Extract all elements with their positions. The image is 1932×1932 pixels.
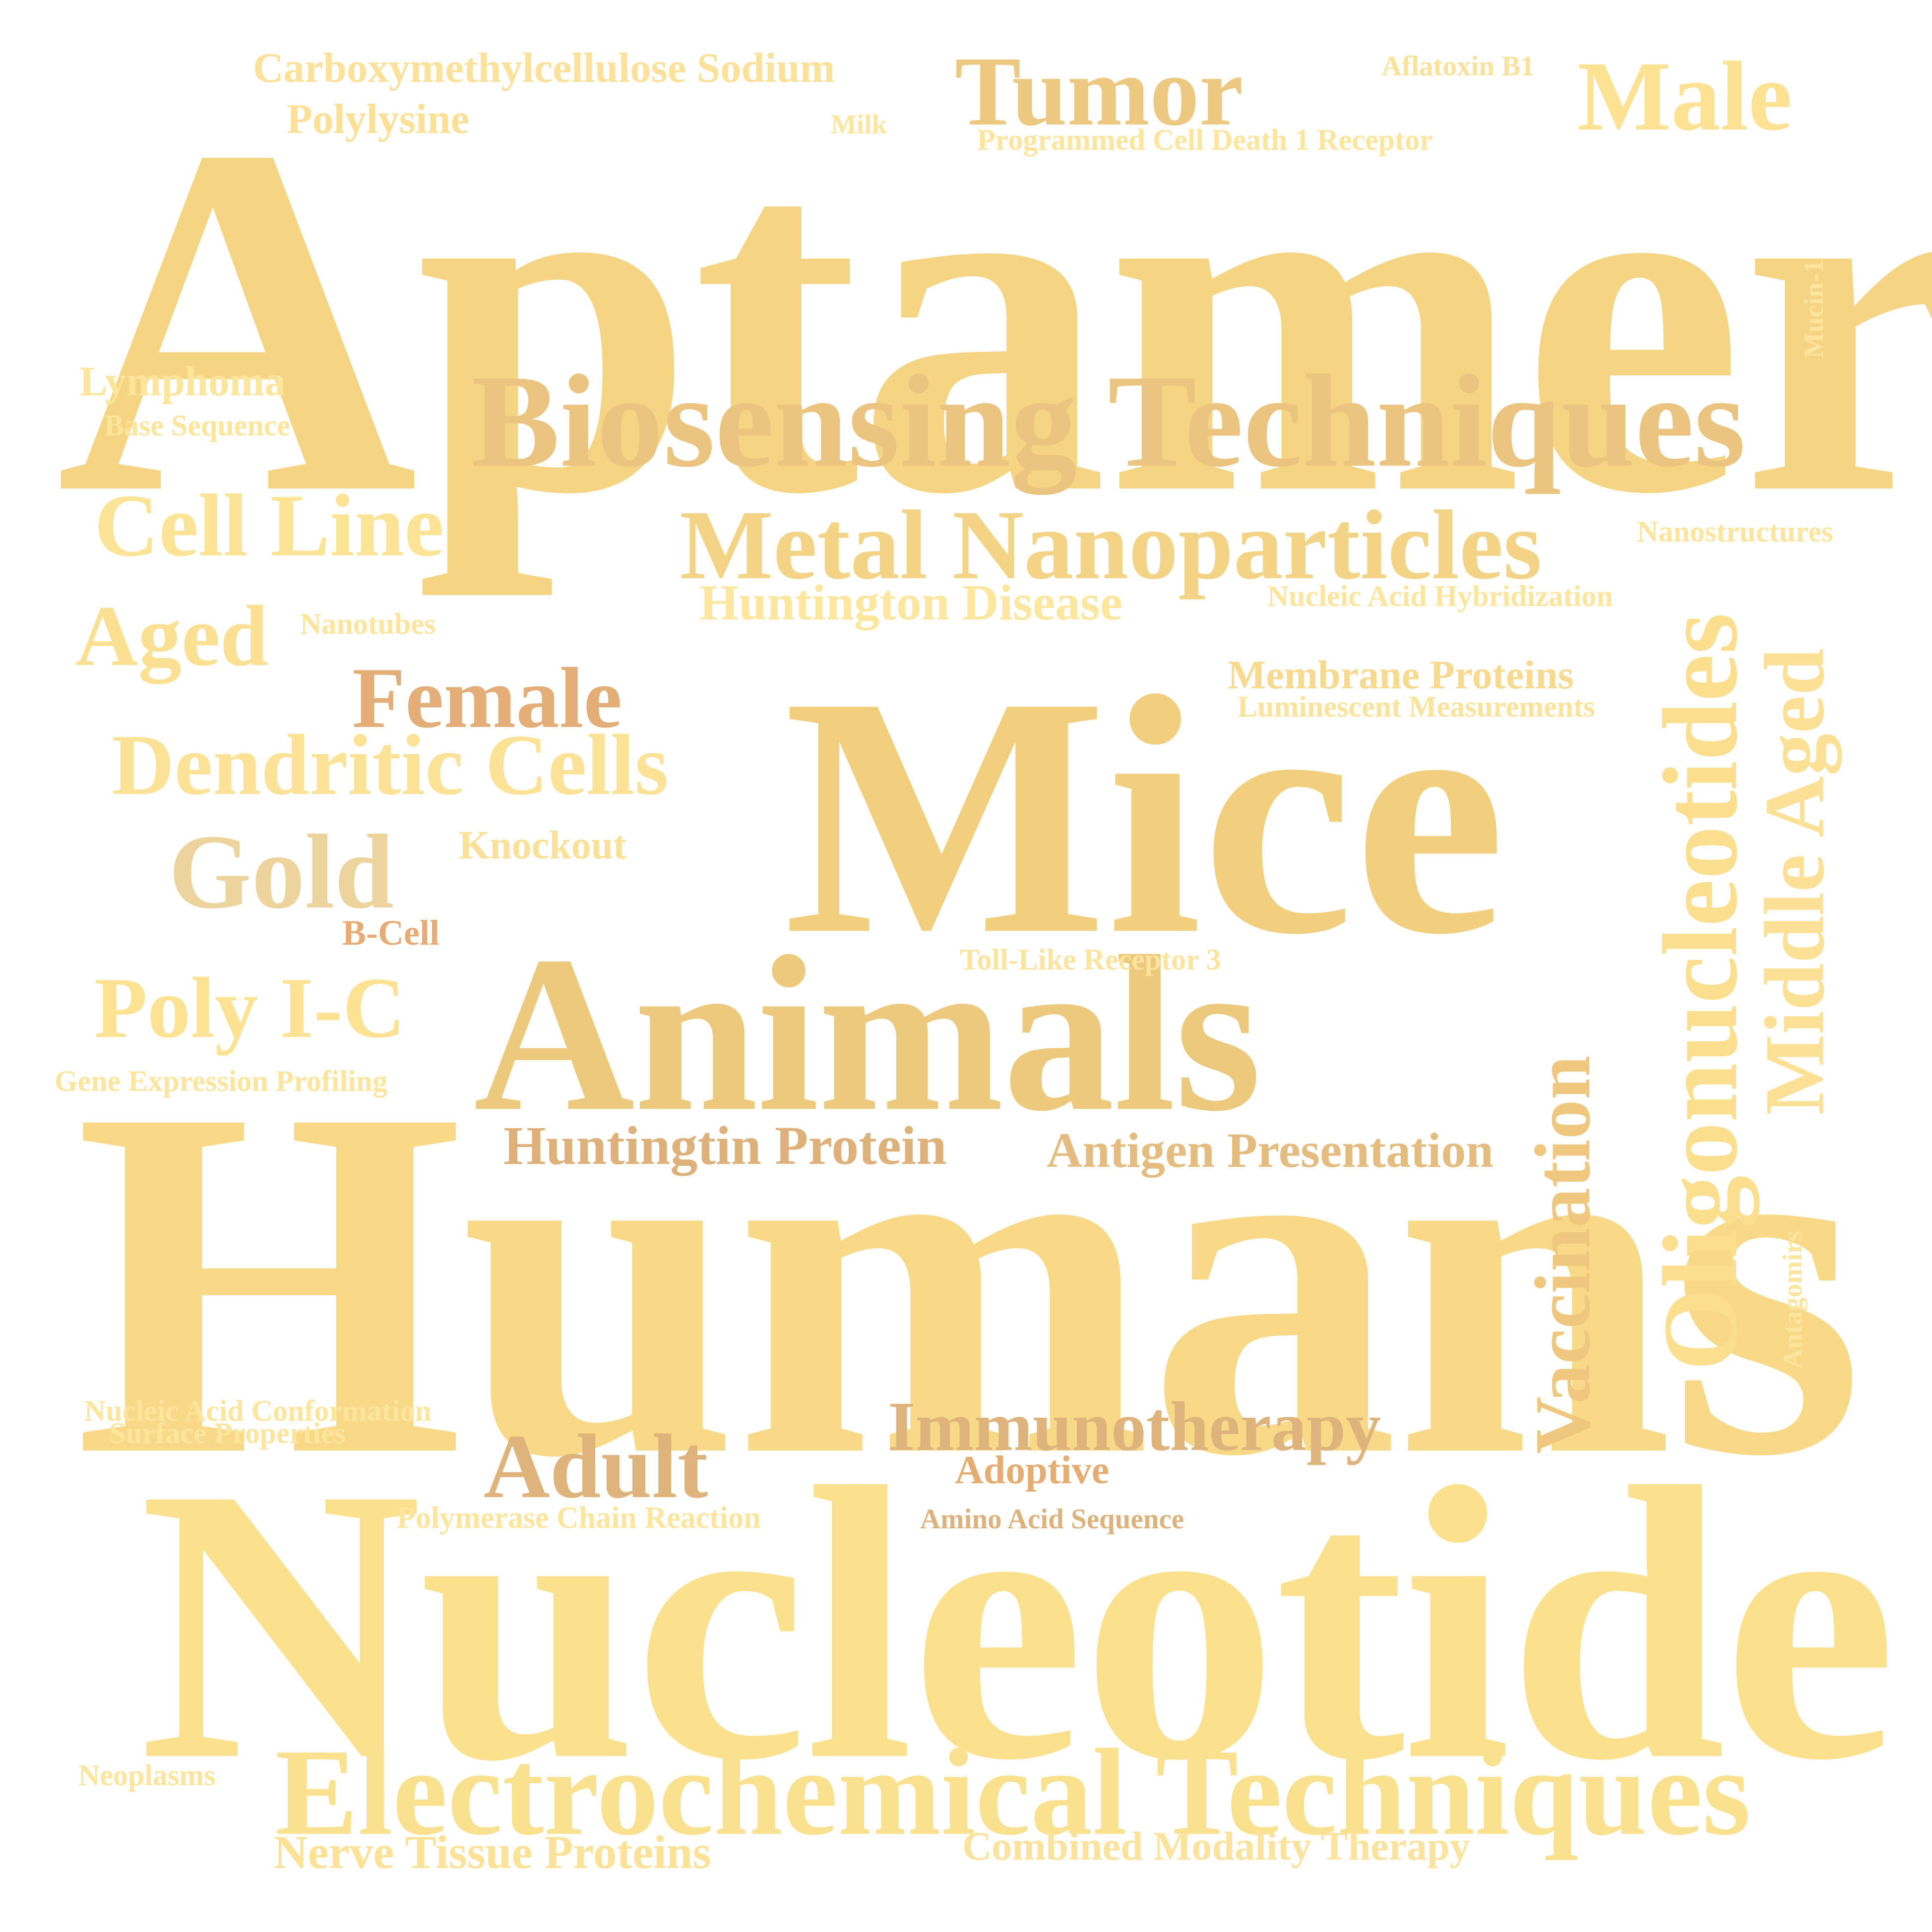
word-poly-ic: Poly I-C	[94, 960, 406, 1056]
word-tumor: Tumor	[955, 37, 1244, 146]
word-vaccination: Vaccination	[1518, 1055, 1607, 1454]
word-surface-properties: Surface Properties	[109, 1417, 346, 1449]
word-oligonucleotides: Oligonucleotides	[1641, 612, 1759, 1371]
word-animals: Animals	[474, 910, 1261, 1157]
word-gold: Gold	[169, 812, 394, 931]
word-combined-modality-therapy: Combined Modality Therapy	[962, 1823, 1470, 1869]
word-immunotherapy: Immunotherapy	[888, 1387, 1381, 1465]
word-adult: Adult	[484, 1416, 708, 1517]
word-huntington-disease: Huntington Disease	[699, 575, 1122, 631]
word-polylysine: Polylysine	[287, 96, 470, 142]
word-adoptive: Adoptive	[955, 1449, 1110, 1492]
word-nucleic-acid-hybridization: Nucleic Acid Hybridization	[1267, 580, 1613, 612]
word-female: Female	[352, 650, 623, 746]
word-carboxymethylcellulose-sodium: Carboxymethylcellulose Sodium	[253, 45, 835, 91]
word-aptamers: Aptamers	[56, 43, 1932, 597]
word-male: Male	[1577, 42, 1793, 151]
word-b-cell: B-Cell	[342, 913, 439, 953]
word-nanostructures: Nanostructures	[1637, 515, 1833, 548]
word-dendritic-cells: Dendritic Cells	[112, 717, 669, 813]
word-huntingtin-protein: Huntingtin Protein	[503, 1115, 947, 1176]
word-mice: Mice	[784, 626, 1506, 1005]
word-neoplasms: Neoplasms	[78, 1759, 216, 1792]
word-aged: Aged	[75, 588, 268, 684]
word-biosensing-techniques: Biosensing Techniques	[471, 347, 1746, 494]
word-metal-nanoparticles: Metal Nanoparticles	[680, 490, 1542, 600]
word-antigen-presentation: Antigen Presentation	[1047, 1123, 1494, 1178]
word-nanotubes: Nanotubes	[300, 607, 436, 640]
word-base-sequence: Base Sequence	[104, 409, 290, 442]
word-cell-line: Cell Line	[94, 476, 444, 575]
word-antagomirs: Antagomirs	[1777, 1230, 1807, 1369]
word-electrochemical-techniques: Electrochemical Techniques	[275, 1724, 1751, 1861]
word-milk: Milk	[831, 109, 887, 139]
word-mucin-1: Mucin-1	[1799, 259, 1829, 359]
word-nucleotide: Nucleotide	[139, 1407, 1897, 1841]
word-gene-expression-profiling: Gene Expression Profiling	[55, 1065, 388, 1097]
word-aflatoxin-b1: Aflatoxin B1	[1381, 51, 1535, 82]
word-luminescent-measurements: Luminescent Measurements	[1238, 690, 1595, 723]
word-knockout: Knockout	[459, 824, 626, 867]
word-polymerase-chain-reaction: Polymerase Chain Reaction	[397, 1501, 761, 1535]
word-nerve-tissue-proteins: Nerve Tissue Proteins	[274, 1826, 711, 1878]
word-humans: Humans	[74, 1005, 1864, 1559]
word-lymphoma: Lymphoma	[79, 358, 286, 405]
word-toll-like-receptor-3: Toll-Like Receptor 3	[960, 943, 1221, 976]
word-nucleic-acid-conformation: Nucleic Acid Conformation	[84, 1394, 432, 1427]
word-membrane-proteins: Membrane Proteins	[1228, 652, 1574, 697]
word-amino-acid-sequence: Amino Acid Sequence	[920, 1504, 1184, 1535]
word-programmed-cell-death-1-receptor: Programmed Cell Death 1 Receptor	[977, 123, 1433, 156]
word-middle-aged: Middle Aged	[1747, 648, 1842, 1115]
